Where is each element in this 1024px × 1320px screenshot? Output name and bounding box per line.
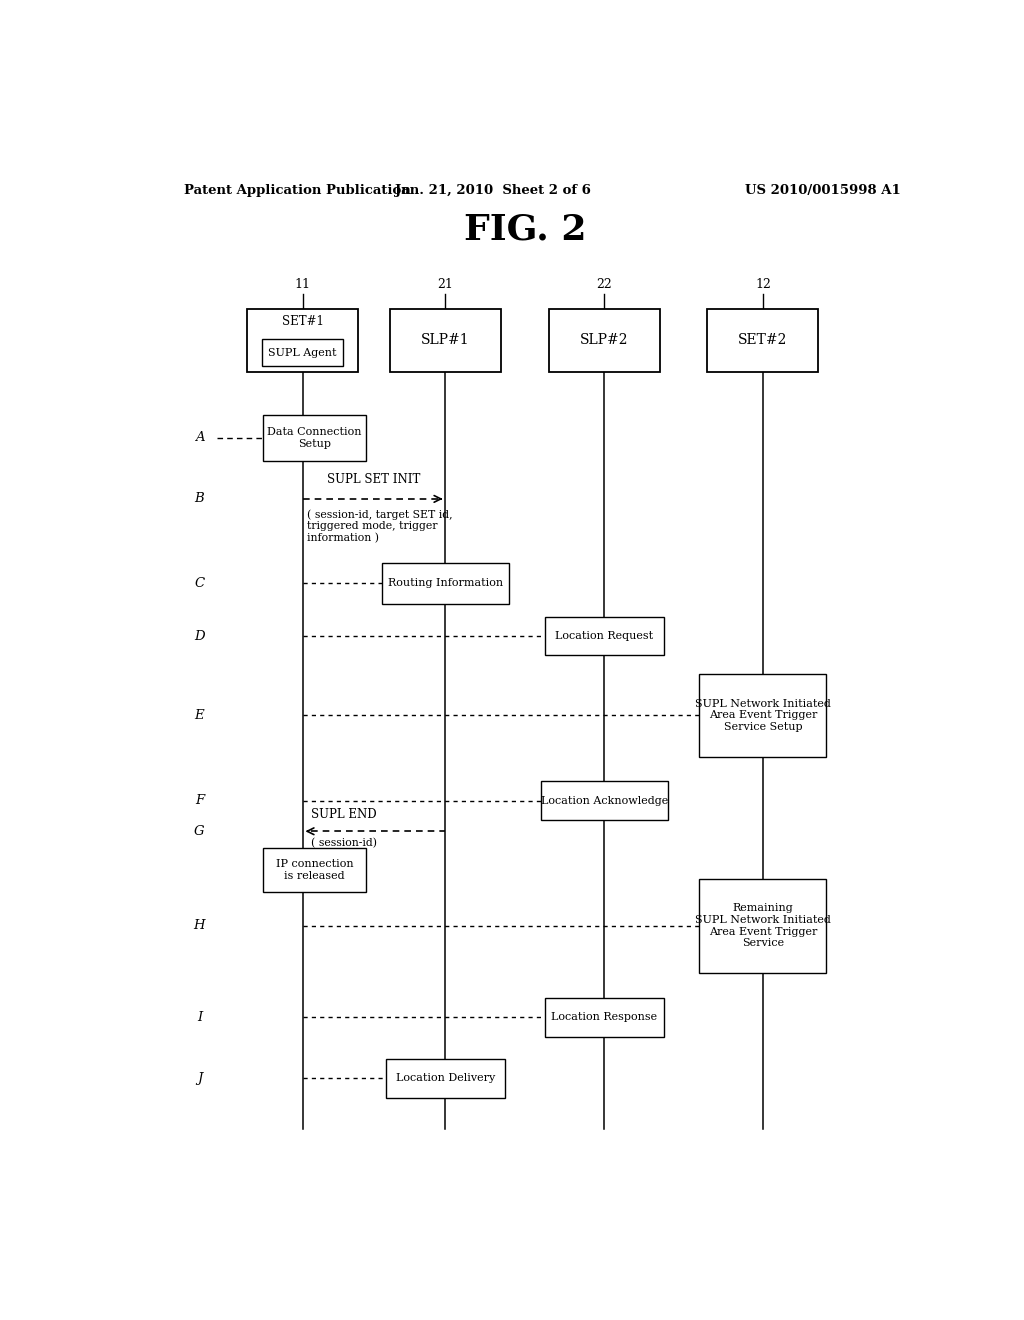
Text: Location Delivery: Location Delivery [396,1073,495,1084]
Text: H: H [194,919,205,932]
Text: Jan. 21, 2010  Sheet 2 of 6: Jan. 21, 2010 Sheet 2 of 6 [395,185,591,198]
Bar [247,309,358,372]
Text: 11: 11 [295,277,310,290]
Bar [699,673,826,758]
Text: IP connection
is released: IP connection is released [275,859,353,880]
Text: SUPL END: SUPL END [310,808,376,821]
Text: Routing Information: Routing Information [388,578,503,589]
Bar [541,781,668,820]
Text: SUPL Agent: SUPL Agent [268,347,337,358]
Text: C: C [195,577,205,590]
Text: E: E [195,709,204,722]
Text: ( session-id, target SET id,
triggered mode, trigger
information ): ( session-id, target SET id, triggered m… [306,510,453,544]
Text: SUPL Network Initiated
Area Event Trigger
Service Setup: SUPL Network Initiated Area Event Trigge… [695,698,830,733]
Bar [545,616,664,656]
Text: Location Acknowledge: Location Acknowledge [541,796,668,805]
Bar [382,562,509,603]
Text: US 2010/0015998 A1: US 2010/0015998 A1 [744,185,900,198]
Bar [263,414,367,461]
Bar [549,309,659,372]
Text: I: I [197,1011,202,1024]
Text: Patent Application Publication: Patent Application Publication [183,185,411,198]
Bar [708,309,818,372]
Text: B: B [195,492,205,506]
Bar [263,847,367,892]
Text: Location Response: Location Response [551,1012,657,1022]
Text: D: D [195,630,205,643]
Text: SLP#2: SLP#2 [580,334,629,347]
Text: Location Request: Location Request [555,631,653,642]
Text: SET#2: SET#2 [738,334,787,347]
Text: Remaining
SUPL Network Initiated
Area Event Trigger
Service: Remaining SUPL Network Initiated Area Ev… [695,903,830,948]
Bar [699,879,826,973]
Text: Data Connection
Setup: Data Connection Setup [267,428,361,449]
Text: ( session-id): ( session-id) [310,838,377,849]
Text: SLP#1: SLP#1 [421,334,470,347]
Bar [545,998,664,1036]
Text: G: G [195,825,205,838]
Text: 22: 22 [596,277,612,290]
Text: J: J [197,1072,202,1085]
Text: FIG. 2: FIG. 2 [464,213,586,247]
Text: 12: 12 [755,277,771,290]
Text: SUPL SET INIT: SUPL SET INIT [328,473,421,486]
Bar [386,1059,505,1097]
Bar [262,339,343,366]
Text: A: A [195,432,204,445]
Text: F: F [195,795,204,808]
Text: 21: 21 [437,277,454,290]
Bar [390,309,501,372]
Text: SET#1: SET#1 [282,315,324,327]
